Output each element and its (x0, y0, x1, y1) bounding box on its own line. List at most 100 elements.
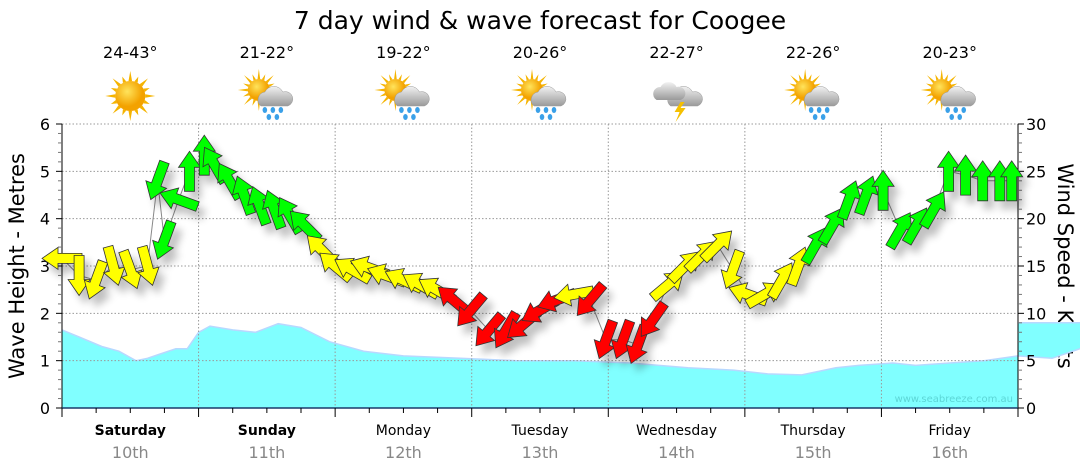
left-tick-label: 5 (40, 162, 50, 181)
raindrop-icon (945, 107, 951, 113)
sun-ray (525, 99, 530, 106)
wave-height-line (61, 322, 1080, 376)
sun-ray (517, 96, 526, 105)
sun-ray (789, 83, 796, 88)
day-label: Monday (376, 423, 431, 439)
temperature-range: 22-26° (786, 43, 841, 62)
wind-arrow (159, 187, 200, 212)
sun-ray (926, 96, 935, 105)
right-tick-label: 15 (1026, 257, 1046, 276)
raindrop-icon (278, 107, 284, 113)
wind-arrow (999, 160, 1024, 202)
cloud-icon (940, 86, 976, 107)
sun-ray (784, 88, 795, 92)
wind-arrow (457, 291, 488, 327)
sun-ray (798, 74, 803, 81)
sun-ray (525, 74, 530, 81)
wind-arrow (145, 159, 170, 201)
sun-ray (128, 71, 133, 82)
raindrop-icon (957, 114, 963, 120)
sun-ray (122, 109, 127, 116)
temperature-range: 19-22° (376, 43, 431, 62)
sun-ray (110, 100, 118, 105)
sun-ray (257, 69, 261, 80)
right-tick-label: 0 (1026, 399, 1036, 418)
sun-ray (808, 74, 812, 81)
left-tick-label: 6 (40, 115, 50, 134)
weather-icon-sun-cloud-showers (511, 69, 567, 120)
sun-ray (122, 76, 127, 83)
sun-ray (252, 74, 256, 81)
sun-ray (143, 87, 150, 92)
right-tick-label: 10 (1026, 304, 1046, 323)
sun-ray (405, 83, 412, 88)
left-axis-title: Wave Height - Metres (5, 153, 29, 379)
cloud-icon (804, 86, 840, 107)
wind-arrow (319, 252, 355, 284)
sun-ray (244, 96, 253, 105)
raindrop-icon (824, 107, 830, 113)
left-tick-label: 1 (40, 352, 50, 371)
raindrop-icon (543, 107, 549, 113)
lightning-icon (674, 102, 686, 122)
wind-arrow (67, 255, 91, 297)
sun-ray (243, 83, 250, 88)
raindrop-icon (816, 107, 822, 113)
left-tick-label: 0 (40, 399, 50, 418)
sun-ray (261, 74, 266, 81)
sun-ray (926, 92, 933, 97)
temperature-range: 21-22° (240, 43, 295, 62)
date-label: 13th (522, 443, 559, 462)
wind-arrow (118, 248, 143, 290)
date-label: 11th (248, 443, 285, 462)
raindrop-icon (551, 107, 557, 113)
weather-icon-sun-cloud-rain (237, 69, 294, 120)
sun-ray (134, 76, 139, 83)
sun-ray (798, 99, 803, 106)
sun-ray (920, 88, 931, 92)
left-tick-label: 3 (40, 257, 50, 276)
sun-ray (394, 69, 397, 80)
wind-arrow (136, 244, 160, 287)
raindrop-icon (274, 114, 280, 120)
temperature-range: 20-23° (922, 43, 977, 62)
raindrop-icon (539, 114, 545, 120)
wave-height-area (62, 322, 1080, 408)
sun-ray (243, 92, 250, 97)
date-label: 10th (112, 443, 149, 462)
raindrop-icon (535, 107, 541, 113)
raindrop-icon (949, 114, 955, 120)
date-label: 14th (658, 443, 695, 462)
wind-arrow (576, 281, 608, 316)
wind-arrow (475, 311, 507, 347)
temperature-range: 22-27° (649, 43, 704, 62)
weather-icon-sun-cloud-rain (374, 69, 430, 120)
day-label: Wednesday (636, 423, 717, 439)
sun-ray (926, 83, 933, 88)
temperature-range: 24-43° (103, 43, 158, 62)
sun-ray (252, 99, 256, 106)
sun-ray (530, 69, 534, 80)
day-label: Thursday (780, 423, 846, 439)
cloud-icon (530, 86, 567, 107)
sun-ray (811, 75, 820, 84)
sun-ray (534, 74, 539, 81)
sun-ray (538, 75, 547, 84)
cloud-icon (257, 86, 294, 107)
sun-ray (105, 94, 116, 98)
sun-ray (143, 100, 150, 105)
date-label: 15th (795, 443, 832, 462)
raindrop-icon (812, 114, 818, 120)
sun-ray (112, 105, 122, 114)
wind-arrow (720, 248, 745, 290)
sun-ray (139, 105, 148, 114)
right-tick-label: 30 (1026, 115, 1046, 134)
wind-arrow (152, 219, 177, 260)
sun-ray (398, 74, 402, 81)
sun-ray (803, 69, 807, 80)
weather-icon-sunny (105, 71, 156, 121)
sun-ray (511, 88, 522, 92)
sun-ray (935, 99, 939, 106)
sun-ray (402, 75, 411, 84)
